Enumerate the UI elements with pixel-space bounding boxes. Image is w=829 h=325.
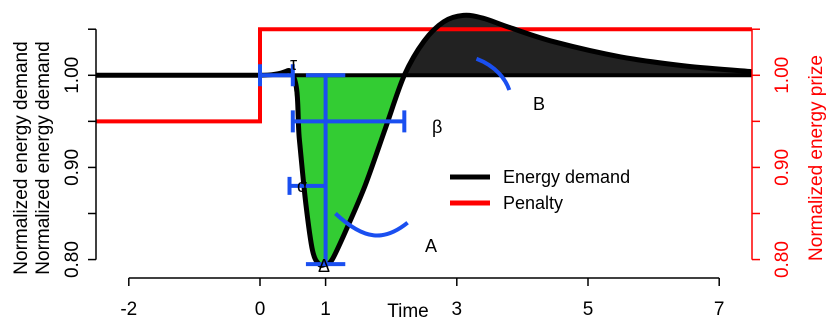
- annotation-label-tau: τ: [290, 54, 297, 74]
- x-tick-label-1: 0: [255, 299, 266, 320]
- x-axis-ticks: -2 0 1 3 5 7: [120, 278, 724, 320]
- x-tick-label-2: 1: [320, 299, 331, 320]
- x-tick-label-0: -2: [120, 299, 137, 320]
- y-left-tick-label-2: 1.00: [62, 57, 83, 94]
- y-axis-left-ticks: 0.80 0.90 1.00: [62, 28, 96, 278]
- y-right-tick-label-2: 1.00: [772, 57, 793, 94]
- legend-label-energy-demand: Energy demand: [503, 167, 630, 187]
- annotation-label-alpha: α: [297, 176, 307, 196]
- tau-bracket: [258, 64, 295, 87]
- delta-bracket: [305, 73, 346, 267]
- x-tick-label-3: 3: [452, 299, 463, 320]
- annotation-label-A: A: [425, 236, 437, 256]
- annotation-label-B: B: [533, 94, 545, 114]
- legend: Energy demand Penalty: [450, 167, 630, 213]
- alpha-bracket: [287, 176, 326, 195]
- legend-label-penalty: Penalty: [503, 193, 563, 213]
- y-right-tick-label-1: 0.90: [772, 149, 793, 186]
- y-axis-right-label: Normalized energy prize: [806, 55, 827, 261]
- y-axis-label-line-1: Normalized energy demand: [11, 41, 32, 274]
- y-left-tick-label-1: 0.90: [62, 149, 83, 186]
- y-right-tick-label-0: 0.80: [772, 241, 793, 278]
- beta-bracket: [290, 110, 407, 133]
- x-tick-label-5: 7: [714, 299, 725, 320]
- pointer-B: [475, 56, 512, 91]
- y-axis-label-line-2: Normalized energy demand: [33, 41, 54, 274]
- annotation-label-beta: β: [432, 117, 442, 137]
- pointer-A: [334, 212, 409, 238]
- x-axis-label: Time: [387, 301, 429, 322]
- energy-demand-line: [95, 12, 753, 268]
- annotation-label-delta: Δ: [318, 256, 330, 276]
- y-left-tick-label-0: 0.80: [62, 241, 83, 278]
- annotation-brackets: [258, 56, 512, 267]
- x-tick-label-4: 5: [583, 299, 594, 320]
- y-axis-right-ticks: 0.80 0.90 1.00: [752, 28, 793, 278]
